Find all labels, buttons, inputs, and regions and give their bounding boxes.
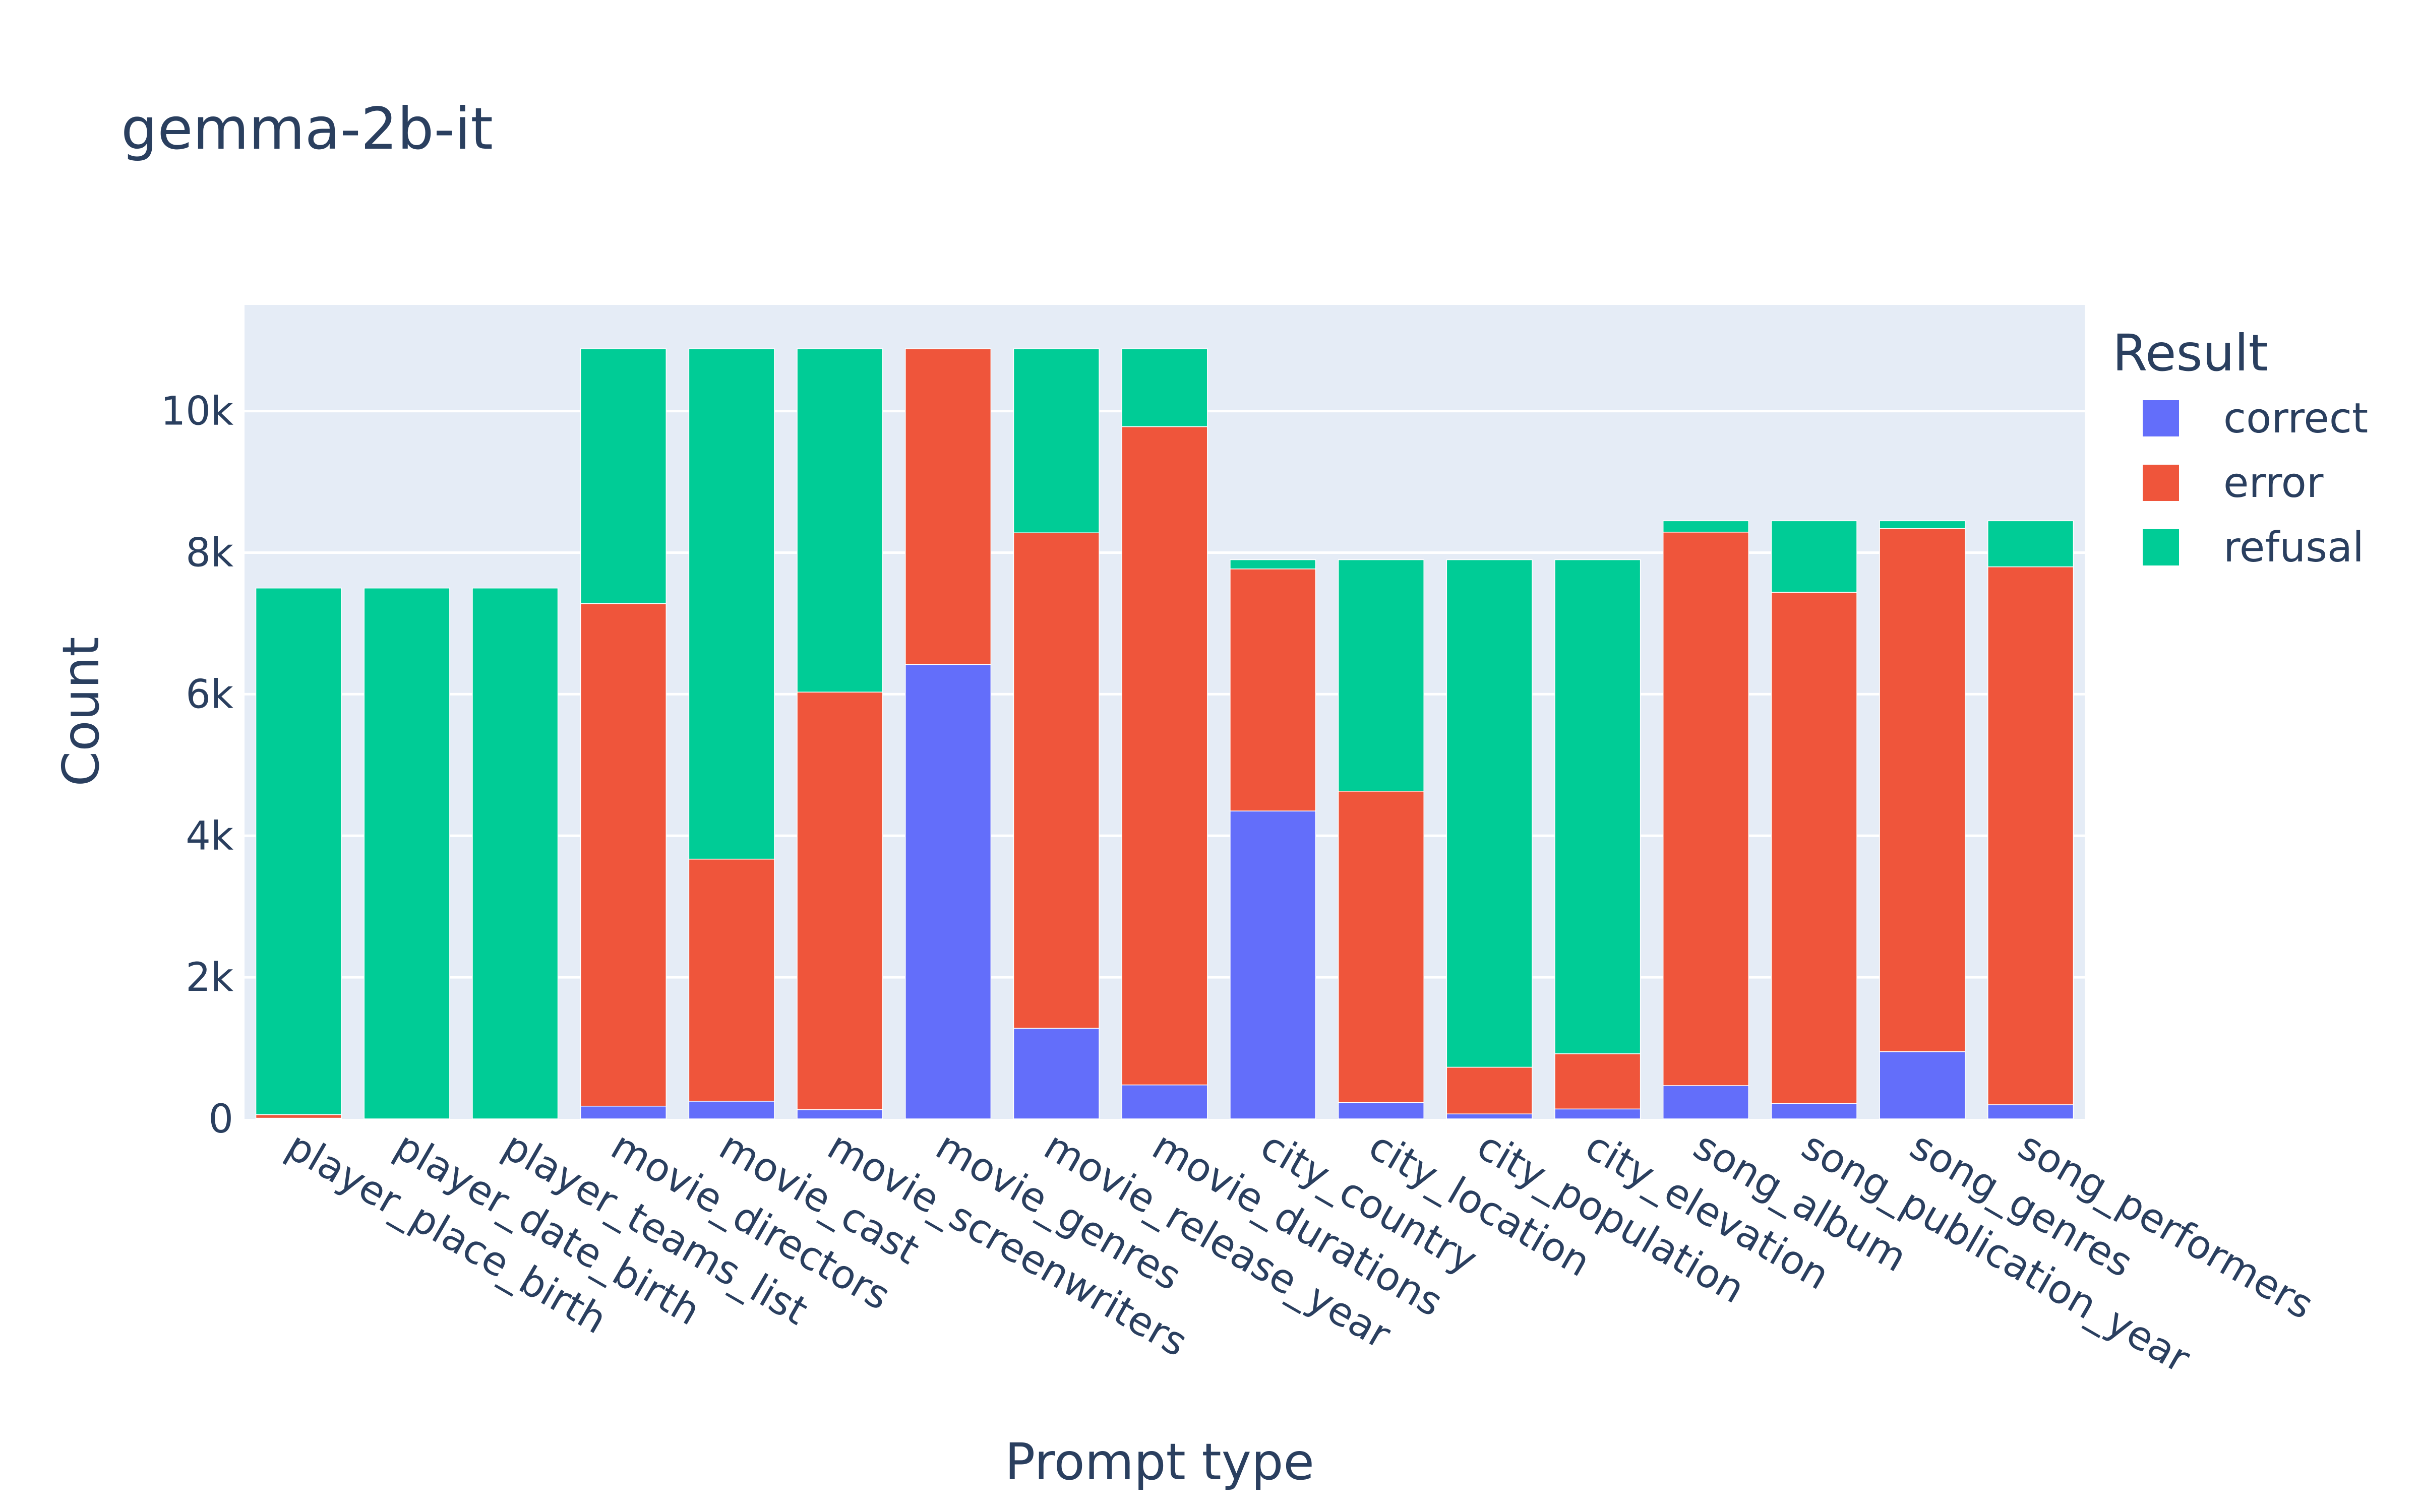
bar-correct-movie_directors <box>580 1105 667 1119</box>
bar-refusal-player_place_birth <box>255 587 342 1115</box>
bar-error-city_location <box>1338 791 1424 1103</box>
bar-refusal-movie_cast <box>688 348 775 860</box>
bar-correct-movie_genres <box>905 664 992 1119</box>
bars <box>255 348 2074 1119</box>
bar-correct-song_album <box>1662 1085 1749 1119</box>
legend-swatch-correct <box>2143 400 2179 436</box>
bar-correct-song_performers <box>1987 1104 2074 1119</box>
bar-error-movie_cast <box>688 858 775 1102</box>
legend-swatch-refusal <box>2143 529 2179 565</box>
bar-refusal-song_genres <box>1879 520 1966 529</box>
x-tick-labels: player_place_birthplayer_date_birthplaye… <box>279 1123 2321 1382</box>
bar-error-movie_directors <box>580 603 667 1107</box>
bar-error-movie_durations <box>1121 426 1208 1086</box>
bar-refusal-song_publication_year <box>1771 520 1857 593</box>
bar-correct-city_elevation <box>1554 1108 1641 1119</box>
bar-error-movie_screenwriters <box>797 691 883 1110</box>
bar-error-song_album <box>1662 532 1749 1086</box>
y-tick-label: 6k <box>186 672 233 717</box>
legend-title: Result <box>2112 324 2268 383</box>
y-tick-label: 4k <box>186 813 233 859</box>
bar-correct-city_location <box>1338 1102 1424 1119</box>
bar-correct-song_publication_year <box>1771 1103 1857 1119</box>
bar-refusal-city_location <box>1338 559 1424 792</box>
bar-correct-city_country <box>1230 810 1316 1119</box>
bar-error-movie_release_year <box>1013 532 1100 1029</box>
bar-refusal-city_country <box>1230 559 1316 570</box>
y-tick-label: 8k <box>186 531 233 576</box>
bar-correct-city_population <box>1446 1113 1533 1119</box>
y-tick-labels: 0 2k 4k 6k 8k 10k <box>161 389 233 1142</box>
legend-swatch-error <box>2143 465 2179 501</box>
bar-correct-movie_durations <box>1121 1084 1208 1119</box>
legend-label-correct: correct <box>2223 395 2368 443</box>
y-tick-label: 10k <box>161 389 233 434</box>
bar-refusal-movie_directors <box>580 348 667 604</box>
bar-error-song_performers <box>1987 566 2074 1105</box>
bar-error-player_place_birth <box>255 1114 342 1119</box>
x-axis-title: Prompt type <box>1005 1432 1314 1491</box>
bar-correct-movie_screenwriters <box>797 1109 883 1119</box>
y-tick-label: 2k <box>186 955 233 1000</box>
bar-refusal-movie_screenwriters <box>797 348 883 692</box>
bar-refusal-player_date_birth <box>364 587 450 1119</box>
y-tick-label: 0 <box>208 1097 233 1142</box>
chart-title: gemma-2b-it <box>121 95 493 162</box>
legend: correct error refusal <box>2143 395 2368 572</box>
bar-correct-movie_release_year <box>1013 1028 1100 1119</box>
bar-error-song_publication_year <box>1771 592 1857 1104</box>
bar-error-song_genres <box>1879 528 1966 1052</box>
legend-label-error: error <box>2223 459 2324 507</box>
y-axis-title: Count <box>51 637 110 787</box>
bar-refusal-player_teams_list <box>472 587 559 1119</box>
bar-refusal-movie_durations <box>1121 348 1208 427</box>
bar-correct-movie_cast <box>688 1101 775 1119</box>
bar-refusal-movie_release_year <box>1013 348 1100 533</box>
legend-label-refusal: refusal <box>2223 524 2364 572</box>
bar-refusal-song_performers <box>1987 520 2074 568</box>
bar-refusal-city_population <box>1446 559 1533 1068</box>
bar-correct-song_genres <box>1879 1051 1966 1119</box>
bar-error-city_elevation <box>1554 1053 1641 1110</box>
bar-refusal-song_album <box>1662 520 1749 533</box>
bar-error-city_country <box>1230 569 1316 811</box>
bar-refusal-city_elevation <box>1554 559 1641 1054</box>
bar-error-movie_genres <box>905 348 992 665</box>
bar-error-city_population <box>1446 1066 1533 1114</box>
